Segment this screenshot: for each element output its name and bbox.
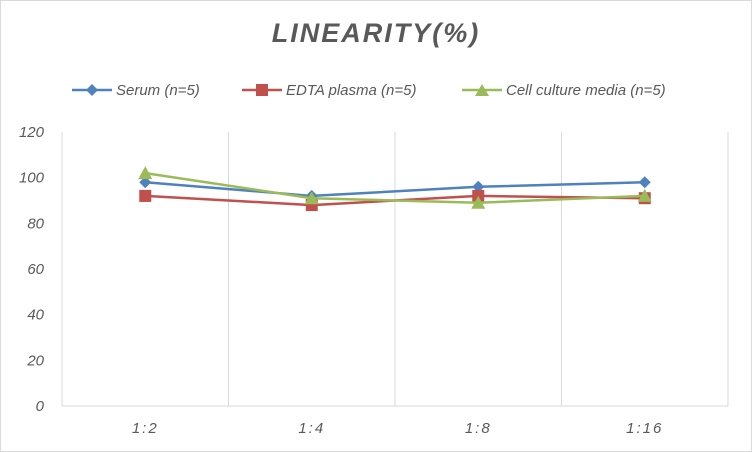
data-point-serum	[638, 176, 651, 189]
y-tick-label: 0	[36, 398, 45, 415]
data-point-edta-plasma	[139, 189, 152, 202]
legend-item-cell-culture-media: Cell culture media (n=5)	[462, 78, 666, 102]
y-tick-label: 20	[26, 352, 44, 369]
x-tick-label: 1:2	[132, 420, 159, 437]
data-point-cell-culture-media	[471, 195, 486, 209]
y-tick-label: 80	[27, 215, 44, 232]
y-tick-label: 40	[27, 307, 44, 324]
legend-label-serum: Serum (n=5)	[116, 81, 200, 99]
series-line-cell-culture-media	[145, 171, 645, 205]
x-tick-label: 1:4	[298, 420, 325, 437]
legend-marker-serum	[72, 84, 112, 96]
chart-title: LINEARITY(%)	[271, 18, 481, 48]
data-point-serum	[139, 176, 152, 189]
data-point-cell-culture-media	[637, 188, 652, 202]
data-point-serum	[472, 180, 485, 193]
y-tick-label: 100	[19, 170, 45, 187]
series-line-serum	[145, 180, 645, 198]
legend-label-cell-culture-media: Cell culture media (n=5)	[506, 81, 666, 99]
legend-marker-edta-plasma	[242, 84, 282, 96]
legend-item-serum: Serum (n=5)	[72, 78, 200, 102]
data-point-cell-culture-media	[304, 191, 319, 205]
chart-legend: Serum (n=5) EDTA plasma (n=5) Cell cultu…	[0, 78, 752, 102]
x-tick-label: 1:16	[626, 420, 663, 437]
legend-marker-cell-culture-media	[462, 84, 502, 96]
legend-label-edta-plasma: EDTA plasma (n=5)	[286, 81, 417, 99]
legend-item-edta-plasma: EDTA plasma (n=5)	[242, 78, 416, 102]
y-tick-label: 120	[19, 124, 45, 141]
y-tick-label: 60	[27, 261, 44, 278]
data-point-cell-culture-media	[138, 166, 153, 180]
x-tick-label: 1:8	[465, 420, 492, 437]
